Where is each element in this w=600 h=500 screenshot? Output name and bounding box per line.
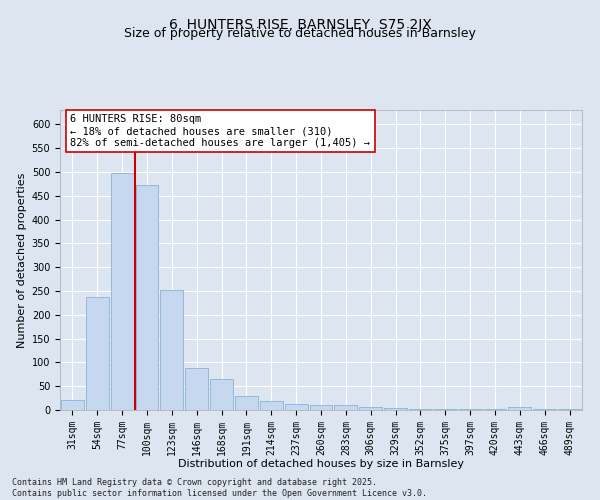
Bar bbox=[235, 396, 258, 410]
Bar bbox=[210, 379, 233, 410]
Bar bbox=[459, 409, 482, 410]
Bar bbox=[484, 409, 506, 410]
Bar bbox=[533, 409, 556, 410]
Bar bbox=[359, 406, 382, 410]
Bar bbox=[409, 408, 432, 410]
Bar bbox=[185, 368, 208, 410]
Bar bbox=[285, 404, 308, 410]
Bar bbox=[86, 296, 109, 410]
Bar bbox=[136, 185, 158, 410]
Text: 6 HUNTERS RISE: 80sqm
← 18% of detached houses are smaller (310)
82% of semi-det: 6 HUNTERS RISE: 80sqm ← 18% of detached … bbox=[70, 114, 370, 148]
Bar bbox=[334, 405, 357, 410]
Bar bbox=[558, 409, 581, 410]
Bar bbox=[310, 405, 332, 410]
Bar bbox=[160, 290, 183, 410]
Bar bbox=[260, 401, 283, 410]
Text: 6, HUNTERS RISE, BARNSLEY, S75 2JX: 6, HUNTERS RISE, BARNSLEY, S75 2JX bbox=[169, 18, 431, 32]
Text: Contains HM Land Registry data © Crown copyright and database right 2025.
Contai: Contains HM Land Registry data © Crown c… bbox=[12, 478, 427, 498]
Bar bbox=[434, 409, 457, 410]
Text: Size of property relative to detached houses in Barnsley: Size of property relative to detached ho… bbox=[124, 28, 476, 40]
Y-axis label: Number of detached properties: Number of detached properties bbox=[17, 172, 28, 348]
Bar bbox=[384, 408, 407, 410]
Bar bbox=[61, 400, 84, 410]
X-axis label: Distribution of detached houses by size in Barnsley: Distribution of detached houses by size … bbox=[178, 459, 464, 469]
Bar bbox=[508, 407, 531, 410]
Bar bbox=[111, 174, 134, 410]
